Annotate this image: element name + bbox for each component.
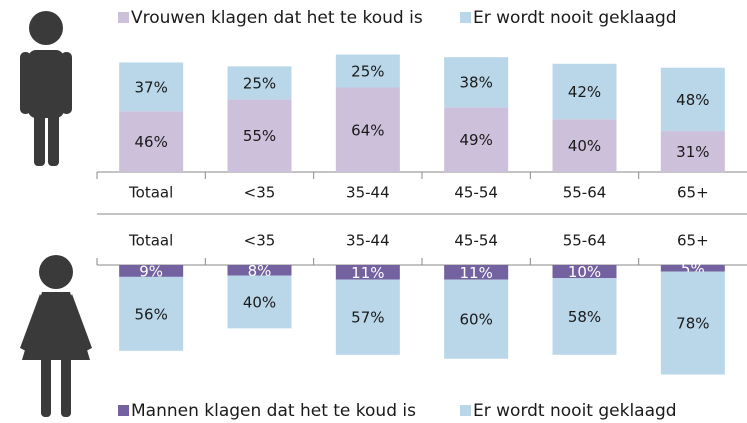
man-icon [20, 11, 72, 166]
bar-segment [552, 63, 617, 120]
legend-swatch [460, 405, 471, 416]
x-tick-label: 55-64 [563, 232, 607, 250]
value-label: 40% [243, 293, 276, 311]
x-tick-label: 45-54 [454, 232, 498, 250]
bar-segment [227, 275, 292, 329]
value-label: 57% [351, 309, 384, 327]
value-label: 42% [568, 83, 601, 101]
bar-segment [119, 276, 184, 351]
bar-segment [444, 265, 509, 280]
bar-segment [335, 279, 400, 355]
legend-label: Er wordt nooit geklaagd [473, 401, 677, 421]
value-label: 25% [243, 74, 276, 92]
value-label: 55% [243, 127, 276, 145]
bar-segment [660, 67, 725, 132]
bar-segment [660, 265, 725, 272]
bar-segment [552, 278, 617, 355]
x-tick-label: 65+ [677, 232, 709, 250]
legend-swatch [460, 12, 471, 23]
x-tick-label: 65+ [677, 184, 709, 202]
value-label: 37% [134, 78, 167, 96]
value-label: 60% [459, 311, 492, 329]
value-label: 11% [459, 264, 492, 282]
x-tick-label: Totaal [128, 232, 173, 250]
value-label: 49% [459, 131, 492, 149]
value-label: 31% [676, 143, 709, 161]
bar-segment [444, 279, 509, 359]
bar-segment [660, 271, 725, 375]
bar-segment [335, 54, 400, 88]
value-label: 8% [248, 262, 272, 280]
x-tick-label: <35 [244, 184, 276, 202]
bar-segment [119, 111, 184, 172]
bar-segment [335, 265, 400, 280]
value-label: 64% [351, 121, 384, 139]
value-label: 78% [676, 315, 709, 333]
legend-swatch [118, 405, 129, 416]
bar-segment [119, 265, 184, 277]
bar-segment [227, 99, 292, 172]
x-tick-label: <35 [244, 232, 276, 250]
legend-swatch [118, 12, 129, 23]
bar-segment [444, 57, 509, 108]
bar-segment [335, 87, 400, 172]
value-label: 58% [568, 308, 601, 326]
x-tick-label: Totaal [128, 184, 173, 202]
value-label: 10% [568, 263, 601, 281]
value-label: 38% [459, 74, 492, 92]
bar-segment [444, 107, 509, 172]
value-label: 48% [676, 91, 709, 109]
bar-segment [660, 131, 725, 172]
x-tick-label: 35-44 [346, 184, 390, 202]
value-label: 56% [134, 305, 167, 323]
legend-label: Vrouwen klagen dat het te koud is [131, 8, 423, 28]
value-label: 11% [351, 264, 384, 282]
x-tick-label: 55-64 [563, 184, 607, 202]
bar-segment [227, 265, 292, 276]
value-label: 40% [568, 137, 601, 155]
bar-segment [227, 66, 292, 100]
bar-segment [552, 119, 617, 172]
value-label: 25% [351, 63, 384, 81]
legend-label: Mannen klagen dat het te koud is [131, 401, 416, 421]
x-tick-label: 45-54 [454, 184, 498, 202]
value-label: 9% [139, 262, 163, 280]
value-label: 46% [134, 133, 167, 151]
x-tick-label: 35-44 [346, 232, 390, 250]
bar-segment [119, 62, 184, 112]
woman-icon [20, 255, 92, 417]
legend-label: Er wordt nooit geklaagd [473, 8, 677, 28]
bar-segment [552, 265, 617, 279]
